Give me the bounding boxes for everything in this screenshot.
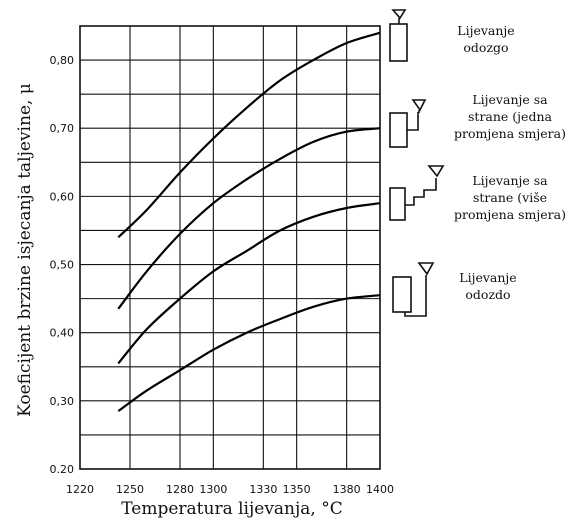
y-tick-label: 0.20 [50, 463, 75, 476]
top-pouring-mold-icon [389, 9, 408, 62]
y-tick-labels: 0.20 0,30 0,40 0,50 0,60 0,70 0,80 [50, 54, 75, 476]
legend-label-line: strane (više [473, 190, 547, 205]
legend-entry-side-single: Lijevanje sa strane (jedna promjena smje… [389, 92, 566, 148]
side-pouring-multi-turn-icon [389, 165, 445, 221]
x-tick-label: 1250 [116, 483, 144, 496]
x-tick-label: 1380 [333, 483, 361, 496]
x-tick-label: 1300 [199, 483, 227, 496]
legend-label-line: Lijevanje sa [472, 92, 548, 107]
legend-label-line: Lijevanje [457, 23, 514, 38]
series-line-1 [117, 31, 381, 239]
legend-label-line: odozgo [463, 40, 508, 55]
legend-label-line: strane (jedna [468, 109, 552, 124]
y-tick-label: 0,40 [50, 327, 75, 340]
y-tick-label: 0,70 [50, 122, 75, 135]
legend-label-line: odozdo [465, 287, 510, 302]
series-curves [117, 31, 381, 412]
series-line-4 [117, 294, 381, 412]
y-tick-label: 0,80 [50, 54, 75, 67]
legend: Lijevanje odozgo Lijevanje sa strane (je… [389, 9, 566, 317]
legend-label-line: Lijevanje sa [472, 173, 548, 188]
bottom-pouring-mold-icon [392, 262, 435, 317]
x-tick-label: 1330 [249, 483, 277, 496]
y-axis-title: Koeficijent brzine isjecanja taljevine, … [15, 83, 35, 417]
grid [80, 26, 380, 469]
x-tick-label: 1350 [283, 483, 311, 496]
x-tick-label: 1280 [166, 483, 194, 496]
x-tick-label: 1400 [366, 483, 394, 496]
y-tick-label: 0,30 [50, 395, 75, 408]
series-line-2 [117, 127, 381, 310]
y-tick-label: 0,50 [50, 259, 75, 272]
legend-label-line: promjena smjera) [454, 126, 566, 141]
legend-entry-side-multi: Lijevanje sa strane (više promjena smjer… [389, 165, 566, 222]
series-line-3 [117, 202, 381, 365]
legend-entry-bottom-pouring: Lijevanje odozdo [392, 262, 517, 317]
legend-label-line: promjena smjera) [454, 207, 566, 222]
x-tick-labels: 1220 1250 1280 1300 1330 1350 1380 1400 [66, 483, 394, 496]
x-axis-title: Temperatura lijevanja, °C [121, 499, 342, 519]
x-tick-label: 1220 [66, 483, 94, 496]
side-pouring-single-turn-icon [389, 99, 427, 148]
y-tick-label: 0,60 [50, 190, 75, 203]
legend-label-line: Lijevanje [459, 270, 516, 285]
plot-frame [79, 25, 381, 470]
legend-entry-top-pouring: Lijevanje odozgo [389, 9, 515, 62]
